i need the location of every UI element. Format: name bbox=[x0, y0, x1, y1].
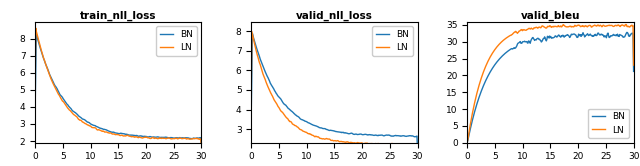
BN bbox=[604, 33, 611, 35]
BN bbox=[32, 67, 40, 69]
BN bbox=[131, 134, 138, 136]
Legend: BN, LN: BN, LN bbox=[372, 26, 413, 56]
LN bbox=[630, 64, 637, 66]
BN bbox=[198, 146, 205, 148]
BN bbox=[134, 135, 141, 137]
BN bbox=[248, 108, 255, 110]
Title: train_nll_loss: train_nll_loss bbox=[80, 11, 157, 21]
Line: LN: LN bbox=[252, 32, 417, 159]
Legend: BN, LN: BN, LN bbox=[156, 26, 197, 56]
BN bbox=[349, 133, 357, 135]
LN bbox=[347, 141, 355, 143]
BN bbox=[172, 137, 180, 139]
BN bbox=[182, 137, 190, 139]
LN bbox=[388, 143, 396, 145]
Title: valid_nll_loss: valid_nll_loss bbox=[296, 11, 373, 21]
BN bbox=[464, 139, 472, 141]
LN bbox=[622, 24, 630, 26]
BN bbox=[248, 32, 256, 34]
LN bbox=[31, 75, 39, 77]
Title: valid_bleu: valid_bleu bbox=[521, 11, 580, 21]
BN bbox=[131, 135, 138, 137]
LN bbox=[248, 31, 256, 33]
LN bbox=[248, 33, 256, 35]
Line: BN: BN bbox=[252, 33, 417, 149]
BN bbox=[346, 132, 354, 134]
LN bbox=[563, 26, 570, 28]
LN bbox=[134, 136, 141, 138]
LN bbox=[32, 27, 40, 29]
BN bbox=[562, 34, 570, 36]
BN bbox=[31, 102, 39, 104]
LN bbox=[614, 24, 622, 26]
Line: LN: LN bbox=[467, 25, 634, 142]
BN bbox=[248, 70, 256, 72]
LN bbox=[131, 136, 138, 138]
BN bbox=[565, 35, 573, 37]
BN bbox=[623, 31, 631, 33]
LN bbox=[604, 25, 611, 27]
Line: BN: BN bbox=[467, 32, 634, 142]
LN bbox=[33, 30, 40, 32]
LN bbox=[565, 26, 573, 28]
Line: BN: BN bbox=[35, 34, 202, 147]
BN bbox=[399, 135, 406, 137]
BN bbox=[388, 135, 396, 137]
BN bbox=[630, 70, 637, 72]
LN bbox=[413, 158, 421, 160]
BN bbox=[413, 148, 421, 150]
BN bbox=[614, 35, 622, 37]
BN bbox=[463, 141, 471, 143]
LN bbox=[131, 136, 138, 138]
LN bbox=[248, 82, 255, 84]
LN bbox=[399, 143, 406, 145]
LN bbox=[463, 141, 471, 143]
LN bbox=[172, 137, 180, 139]
LN bbox=[182, 138, 190, 140]
BN bbox=[347, 132, 355, 134]
Legend: BN, LN: BN, LN bbox=[588, 109, 629, 138]
LN bbox=[198, 150, 205, 152]
BN bbox=[33, 33, 40, 35]
Line: LN: LN bbox=[35, 28, 202, 151]
LN bbox=[562, 26, 570, 28]
LN bbox=[464, 138, 472, 140]
BN bbox=[563, 35, 570, 37]
LN bbox=[346, 142, 354, 144]
LN bbox=[349, 142, 357, 144]
